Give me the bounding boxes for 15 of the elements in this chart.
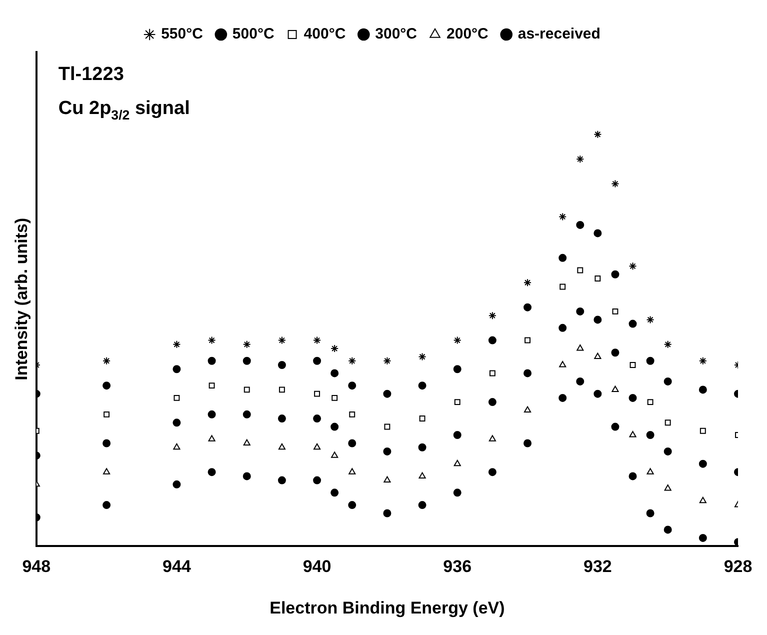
text: Tl-1223 [58,64,124,85]
legend-label: 200°C [446,26,489,43]
x-tick-label: 936 [443,557,472,576]
legend-label: 300°C [375,26,418,43]
y-axis-title: Intensity (arb. units) [12,218,31,380]
x-tick-label: 932 [583,557,612,576]
x-axis-title: Electron Binding Energy (eV) [270,598,505,618]
legend-label: 500°C [232,26,274,43]
x-tick-label: 928 [724,557,752,576]
legend-label: 550°C [161,26,204,43]
x-tick-label: 940 [302,557,332,576]
x-tick-label: 944 [162,557,192,576]
x-tick-label: 948 [22,557,51,576]
legend-label: 400°C [304,26,346,43]
legend-label: as-received [518,26,600,43]
